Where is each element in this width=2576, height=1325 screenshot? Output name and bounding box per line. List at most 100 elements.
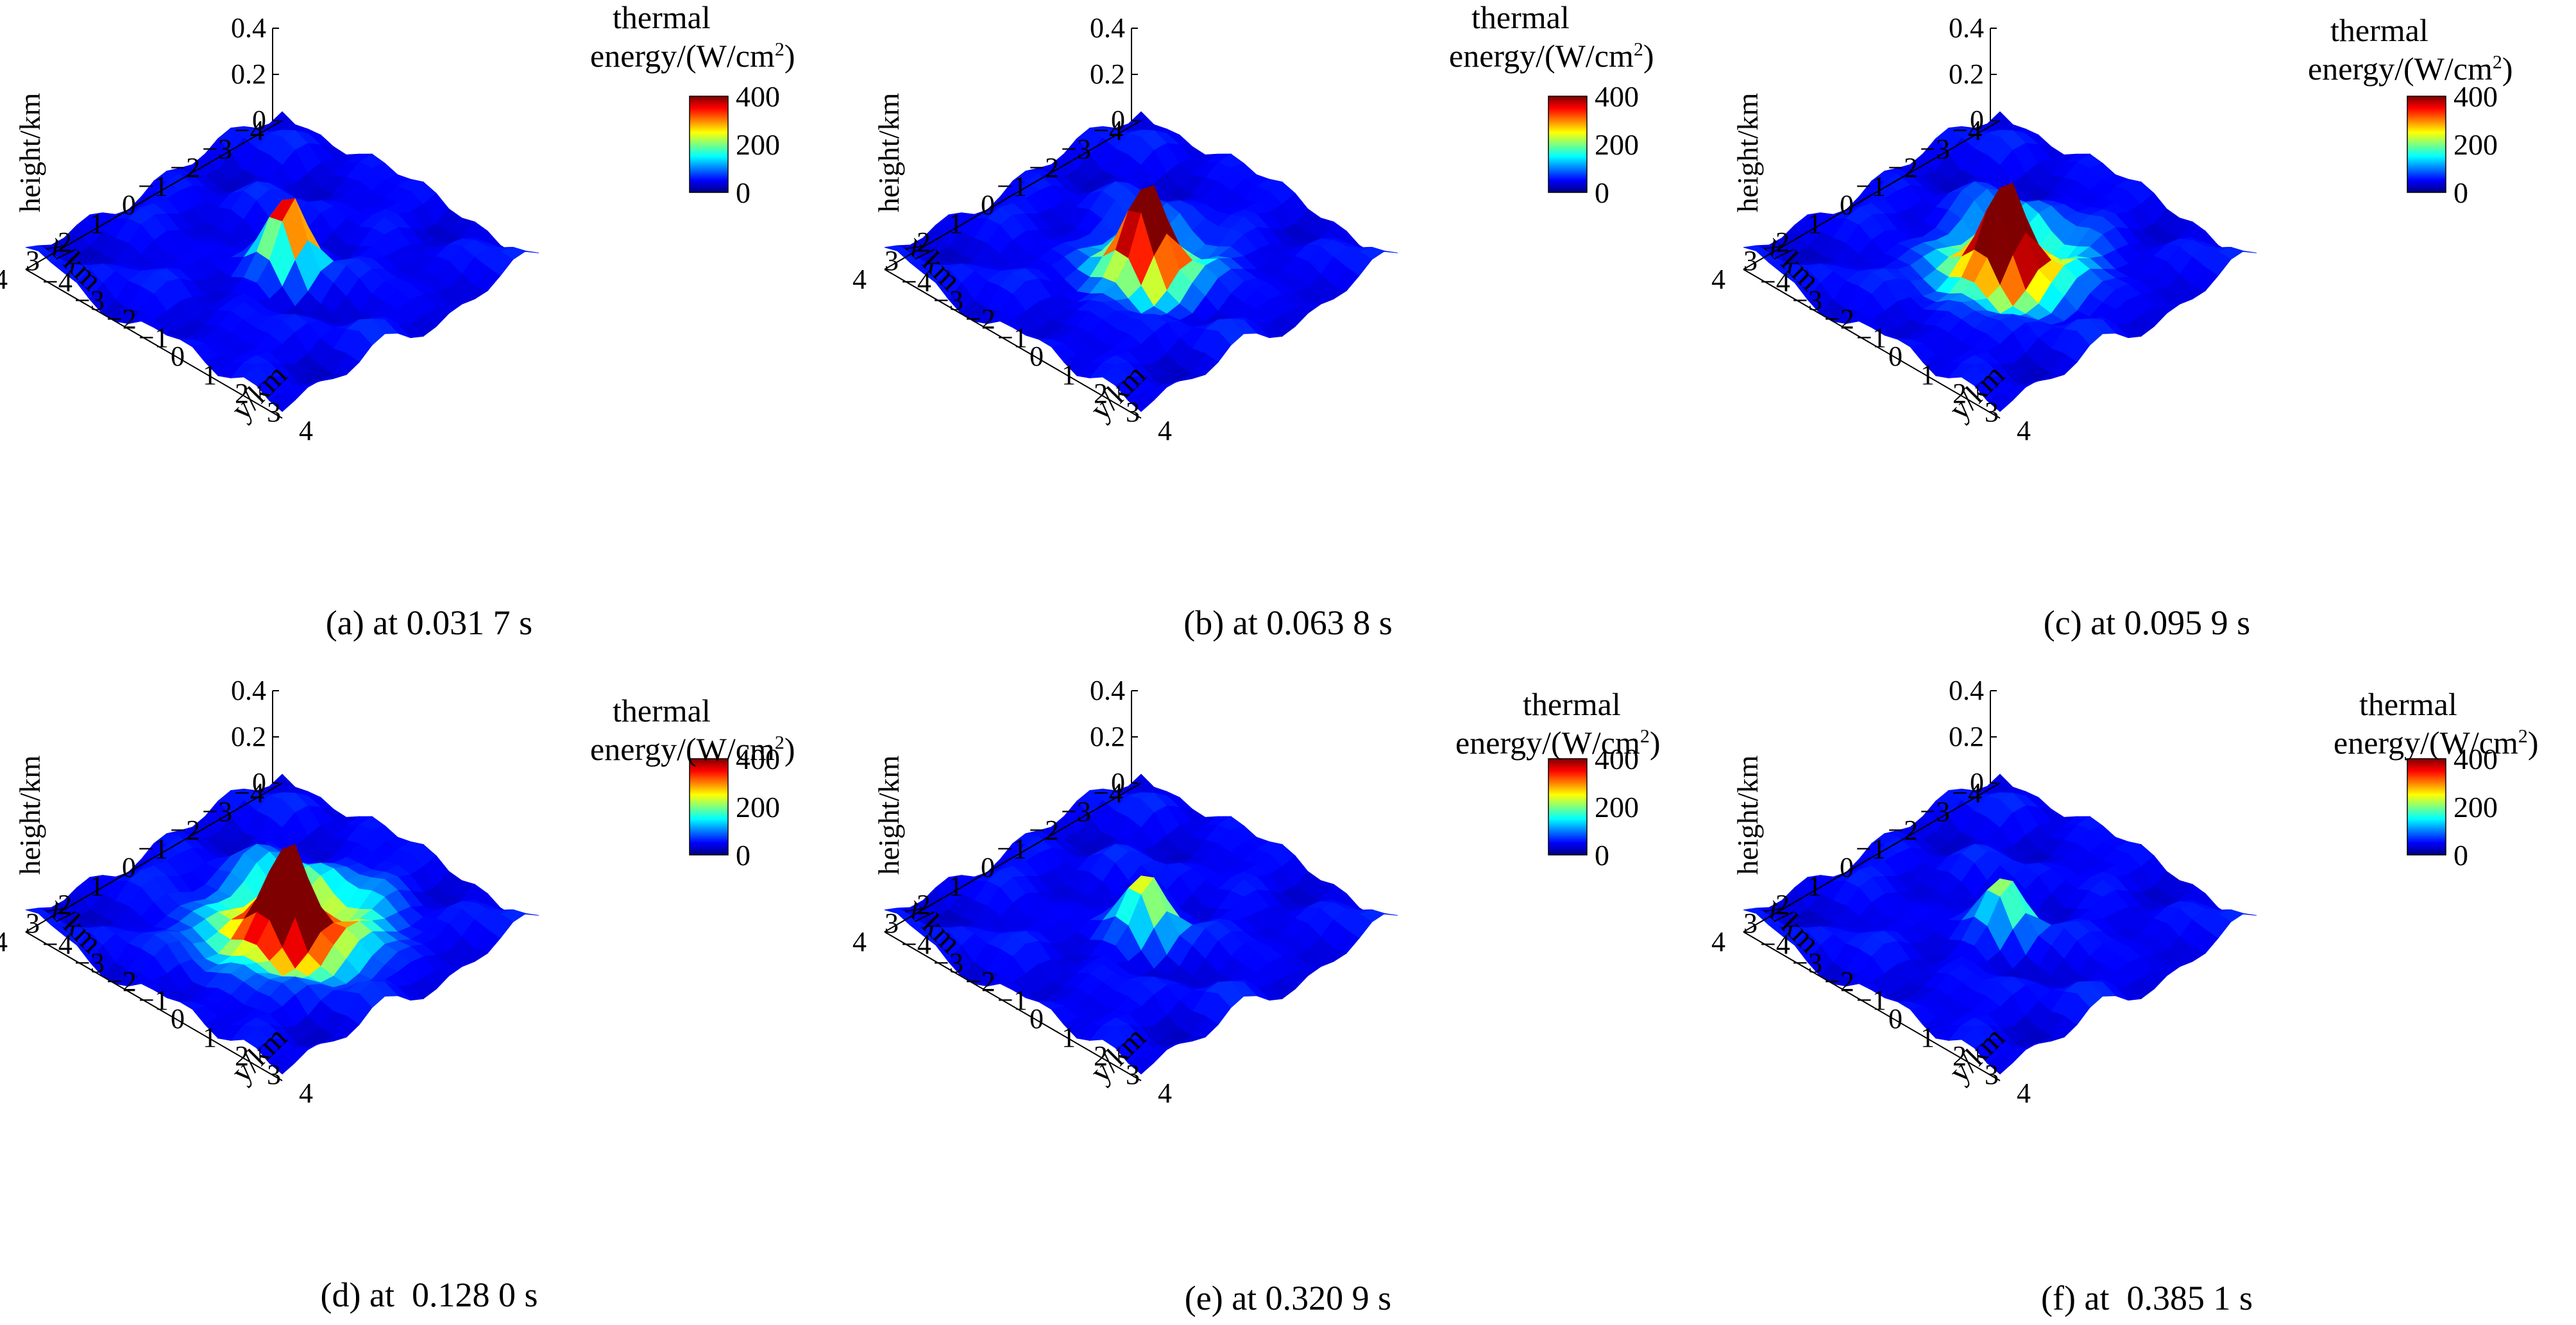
y-tick-label: −1 [139,322,169,353]
surface-cell [1987,392,2013,412]
y-tick-label: 0 [1030,341,1044,372]
x-tick-label: 1 [90,208,104,239]
x-tick-label: 2 [58,889,72,920]
y-tick-label: 4 [1158,415,1172,446]
x-tick-label: 4 [0,264,8,295]
z-tick-label: 0.2 [1949,58,1984,90]
surface-mesh [25,111,539,412]
colorbar-tick-label: 400 [1595,743,1639,775]
x-tick-label: 2 [917,226,931,258]
x-tick-label: 1 [949,208,963,239]
caption-f: (f) at 0.385 1 s [2041,1279,2253,1317]
x-axis-line [1743,782,2001,933]
x-tick-label: −1 [138,833,168,865]
z-axis-label: height/km [13,755,46,875]
x-tick-label: 0 [1840,189,1854,221]
y-tick-label: 2 [1094,1040,1108,1072]
colorbar-gradient [689,96,729,193]
colorbar-title-line1: thermal [1523,686,1621,722]
y-tick-label: −4 [901,266,931,298]
y-tick-label: −1 [1856,984,1886,1016]
surface-mesh [884,111,1398,412]
x-tick-label: −4 [1093,115,1123,146]
y-tick-label: 0 [1030,1003,1044,1034]
y-tick-label: −2 [106,303,137,335]
colorbar-tick-label: 0 [2453,176,2468,209]
panel-d: −4 −3 −2 −1 0 1 2 3 4 −4 −3 −2 −1 0 1 2 3 4 x/km y/km 0 0.2 0.… [0,662,858,1325]
y-tick-label: −4 [1760,929,1790,960]
x-tick-label: 3 [26,245,40,276]
x-tick-label: −3 [202,796,232,827]
x-tick-label: −2 [1888,814,1918,846]
y-tick-label: −3 [1792,285,1822,316]
panel-e: −4 −3 −2 −1 0 1 2 3 4 −4 −3 −2 −1 0 1 2 3 4 x/km y/km 0 0.2 0.… [852,662,1717,1325]
colorbar-gradient [2407,758,2446,856]
panel-a: −4 −3 −2 −1 0 1 2 3 4 −4 −3 −2 −1 0 1 2 3 4 x/km y/km 0 0.2 0.… [0,0,858,662]
colorbar-gradient [1548,96,1588,193]
caption-d: (d) at 0.128 0 s [320,1276,538,1314]
colorbar-tick-label: 200 [2453,791,2498,823]
colorbar-title-line1: thermal [613,693,711,729]
x-tick-label: 2 [917,889,931,920]
x-tick-label: 3 [1743,907,1758,939]
y-axis-line [25,269,283,419]
x-tick-label: 0 [122,852,136,883]
colorbar: 400 200 0 [2407,743,2498,872]
colorbar-gradient [689,758,729,856]
x-tick-label: −4 [1093,777,1123,809]
z-tick-label: 0.2 [1090,721,1125,752]
y-tick-label: 2 [1094,378,1108,409]
x-tick-label: −3 [1920,796,1950,827]
y-tick-label: 1 [203,1022,217,1053]
x-tick-label: 3 [26,907,40,939]
colorbar-tick-label: 400 [2453,743,2498,775]
colorbar: 400 200 0 [2407,80,2498,209]
panel-c: −4 −3 −2 −1 0 1 2 3 4 −4 −3 −2 −1 0 1 2 3 4 x/km y/km 0 0.2 0.… [1711,0,2576,662]
y-tick-label: −1 [997,322,1028,353]
surface-cell [1128,392,1155,412]
z-tick-label: 0 [252,767,266,798]
y-tick-label: 3 [1985,396,1999,428]
y-axis-line [1743,931,2001,1081]
surface-cell [269,1054,296,1075]
x-tick-label: −3 [1061,796,1091,827]
x-tick-label: 2 [58,226,72,258]
y-tick-label: 4 [2017,1077,2031,1109]
y-tick-label: −3 [74,947,105,979]
y-tick-label: 0 [1888,341,1902,372]
colorbar-tick-label: 200 [1595,791,1639,823]
z-tick-label: 0 [252,105,266,136]
colorbar-tick-label: 400 [2453,80,2498,113]
x-tick-label: 0 [981,852,995,883]
colorbar-tick-label: 200 [2453,128,2498,161]
y-axis-line [884,931,1142,1081]
y-tick-label: 2 [235,1040,249,1072]
colorbar-title-line1: thermal [2359,686,2457,722]
x-tick-label: −4 [1952,777,1982,809]
y-tick-label: −4 [901,929,931,960]
colorbar-title-line1: thermal [2330,12,2428,48]
colorbar-title-line2: energy/(W/cm2) [2334,725,2539,761]
x-tick-label: 1 [1808,208,1822,239]
x-axis-line [1743,120,2001,270]
x-tick-label: 0 [981,189,995,221]
colorbar-tick-label: 0 [1595,176,1609,209]
y-tick-label: 1 [1920,1022,1935,1053]
y-tick-label: −1 [1856,322,1886,353]
x-tick-label: 1 [949,870,963,902]
y-tick-label: −2 [965,303,996,335]
x-tick-label: −3 [1061,133,1091,165]
y-tick-label: −2 [1824,966,1854,997]
colorbar-tick-label: 0 [2453,839,2468,872]
colorbar: 400 200 0 [1548,80,1639,209]
x-tick-label: −4 [1952,115,1982,146]
x-tick-label: −2 [1029,152,1059,183]
y-tick-label: 3 [267,396,281,428]
colorbar-title-line2: energy/(W/cm2) [1449,38,1654,74]
x-tick-label: −1 [138,171,168,202]
x-tick-label: −2 [1888,152,1918,183]
y-tick-label: 0 [171,1003,185,1034]
